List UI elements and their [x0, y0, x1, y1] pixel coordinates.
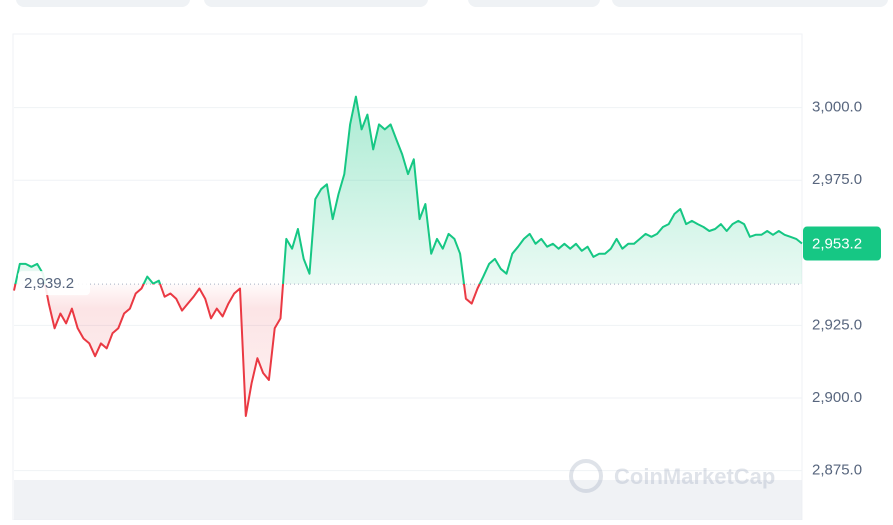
- tab[interactable]: [468, 0, 600, 7]
- last-price-box: [803, 226, 881, 261]
- price-line: [13, 95, 803, 417]
- area: [14, 96, 802, 416]
- y-tick-label: 2,875.0: [812, 462, 862, 479]
- volume-strip: [14, 480, 802, 520]
- y-tick-label: 3,000.0: [812, 99, 862, 116]
- tab[interactable]: [204, 0, 428, 7]
- watermark: CoinMarketCap: [569, 459, 775, 493]
- tab[interactable]: [612, 0, 888, 7]
- y-tick-label: 2,925.0: [812, 316, 862, 333]
- tab[interactable]: [16, 0, 190, 7]
- reference-label: 2,939.2: [24, 275, 74, 292]
- watermark-text: CoinMarketCap: [614, 464, 775, 489]
- last-price-label: 2,953.2: [812, 235, 862, 252]
- y-tick-label: 2,900.0: [812, 389, 862, 406]
- y-tick-label: 2,975.0: [812, 171, 862, 188]
- reference-label-bg: [18, 271, 90, 296]
